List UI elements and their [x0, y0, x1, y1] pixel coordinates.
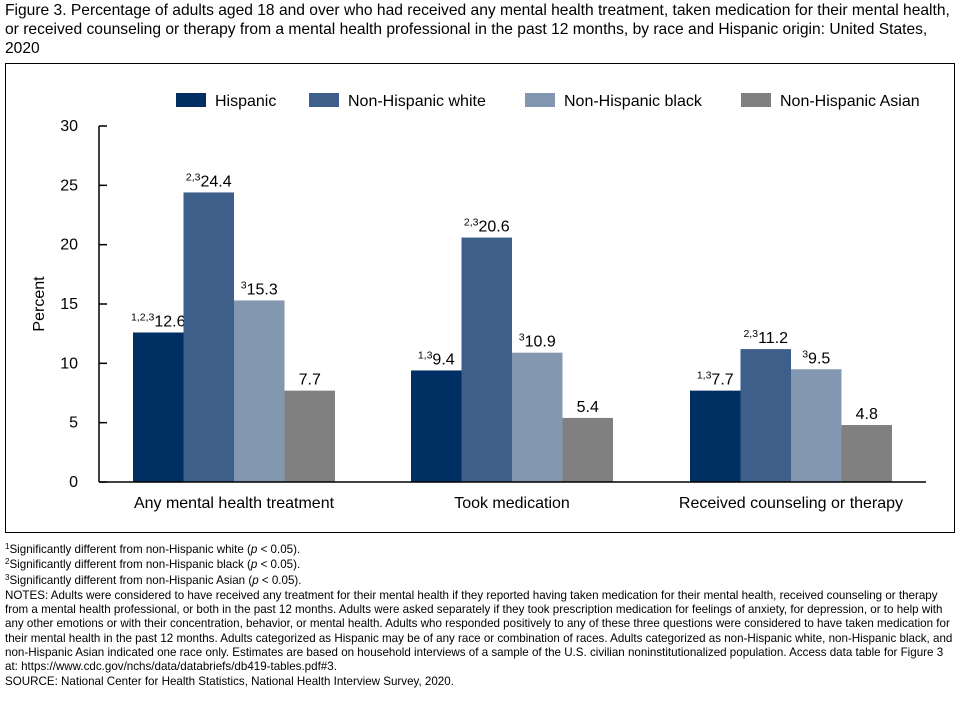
footnote-3: 3Significantly different from non-Hispan…	[5, 572, 302, 587]
bar-chart: 0 5 10 15 20 25 30 Percent 1,2,312.6 1,39.4 1,37.7…	[31, 93, 926, 512]
legend-swatch	[309, 93, 339, 107]
y-tick-label: 30	[60, 118, 78, 135]
category-label: Received counseling or therapy	[679, 495, 903, 512]
data-label: 39.5	[802, 348, 830, 367]
y-tick-label: 25	[60, 177, 78, 194]
data-label: 7.7	[299, 372, 321, 389]
legend-label: Non-Hispanic Asian	[780, 93, 920, 110]
data-label: 4.8	[856, 406, 878, 423]
y-tick-label: 15	[60, 296, 78, 313]
bar	[512, 352, 563, 482]
y-axis-label: Percent	[31, 276, 48, 332]
y-tick-label: 20	[60, 237, 78, 254]
bar	[461, 237, 512, 482]
legend-label: Non-Hispanic black	[564, 93, 703, 110]
data-label: 2,311.2	[743, 328, 788, 347]
y-tick-label: 10	[60, 355, 78, 372]
bar	[841, 425, 892, 482]
category-label: Any mental health treatment	[134, 495, 335, 512]
bar	[562, 417, 613, 482]
bar	[284, 390, 335, 482]
figure-title: Figure 3. Percentage of adults aged 18 a…	[5, 2, 950, 57]
category-label: Took medication	[454, 495, 570, 512]
data-label: 1,39.4	[418, 349, 455, 368]
legend-label: Hispanic	[215, 93, 276, 110]
bar	[791, 369, 842, 482]
data-label: 310.9	[519, 332, 556, 351]
legend-label: Non-Hispanic white	[348, 93, 486, 110]
notes-text: NOTES: Adults were considered to have re…	[5, 588, 953, 674]
footnote-1: 1Significantly different from non-Hispan…	[5, 542, 301, 556]
bar	[183, 192, 234, 482]
chart-frame: 0 5 10 15 20 25 30 Percent 1,2,312.6 1,39.4 1,37.7…	[5, 63, 955, 533]
y-tick-label: 0	[69, 474, 78, 491]
data-label: 2,320.6	[464, 217, 510, 236]
legend-swatch	[525, 93, 555, 107]
data-label: 2,324.4	[186, 171, 232, 190]
bar	[740, 349, 791, 482]
data-label: 1,2,312.6	[131, 311, 186, 330]
data-label: 5.4	[577, 399, 599, 416]
footnote-2: 2Significantly different from non-Hispan…	[5, 557, 301, 572]
y-tick-label: 5	[69, 415, 78, 432]
bar	[133, 332, 184, 482]
legend-swatch	[741, 93, 771, 107]
bar	[234, 300, 285, 482]
data-label: 315.3	[241, 279, 278, 298]
footnotes: 1Significantly different from non-Hispan…	[5, 542, 957, 689]
bar	[690, 390, 741, 482]
legend-swatch	[176, 93, 206, 107]
source-text: SOURCE: National Center for Health Stati…	[5, 674, 454, 688]
data-label: 1,37.7	[697, 370, 734, 389]
bar	[411, 370, 462, 482]
